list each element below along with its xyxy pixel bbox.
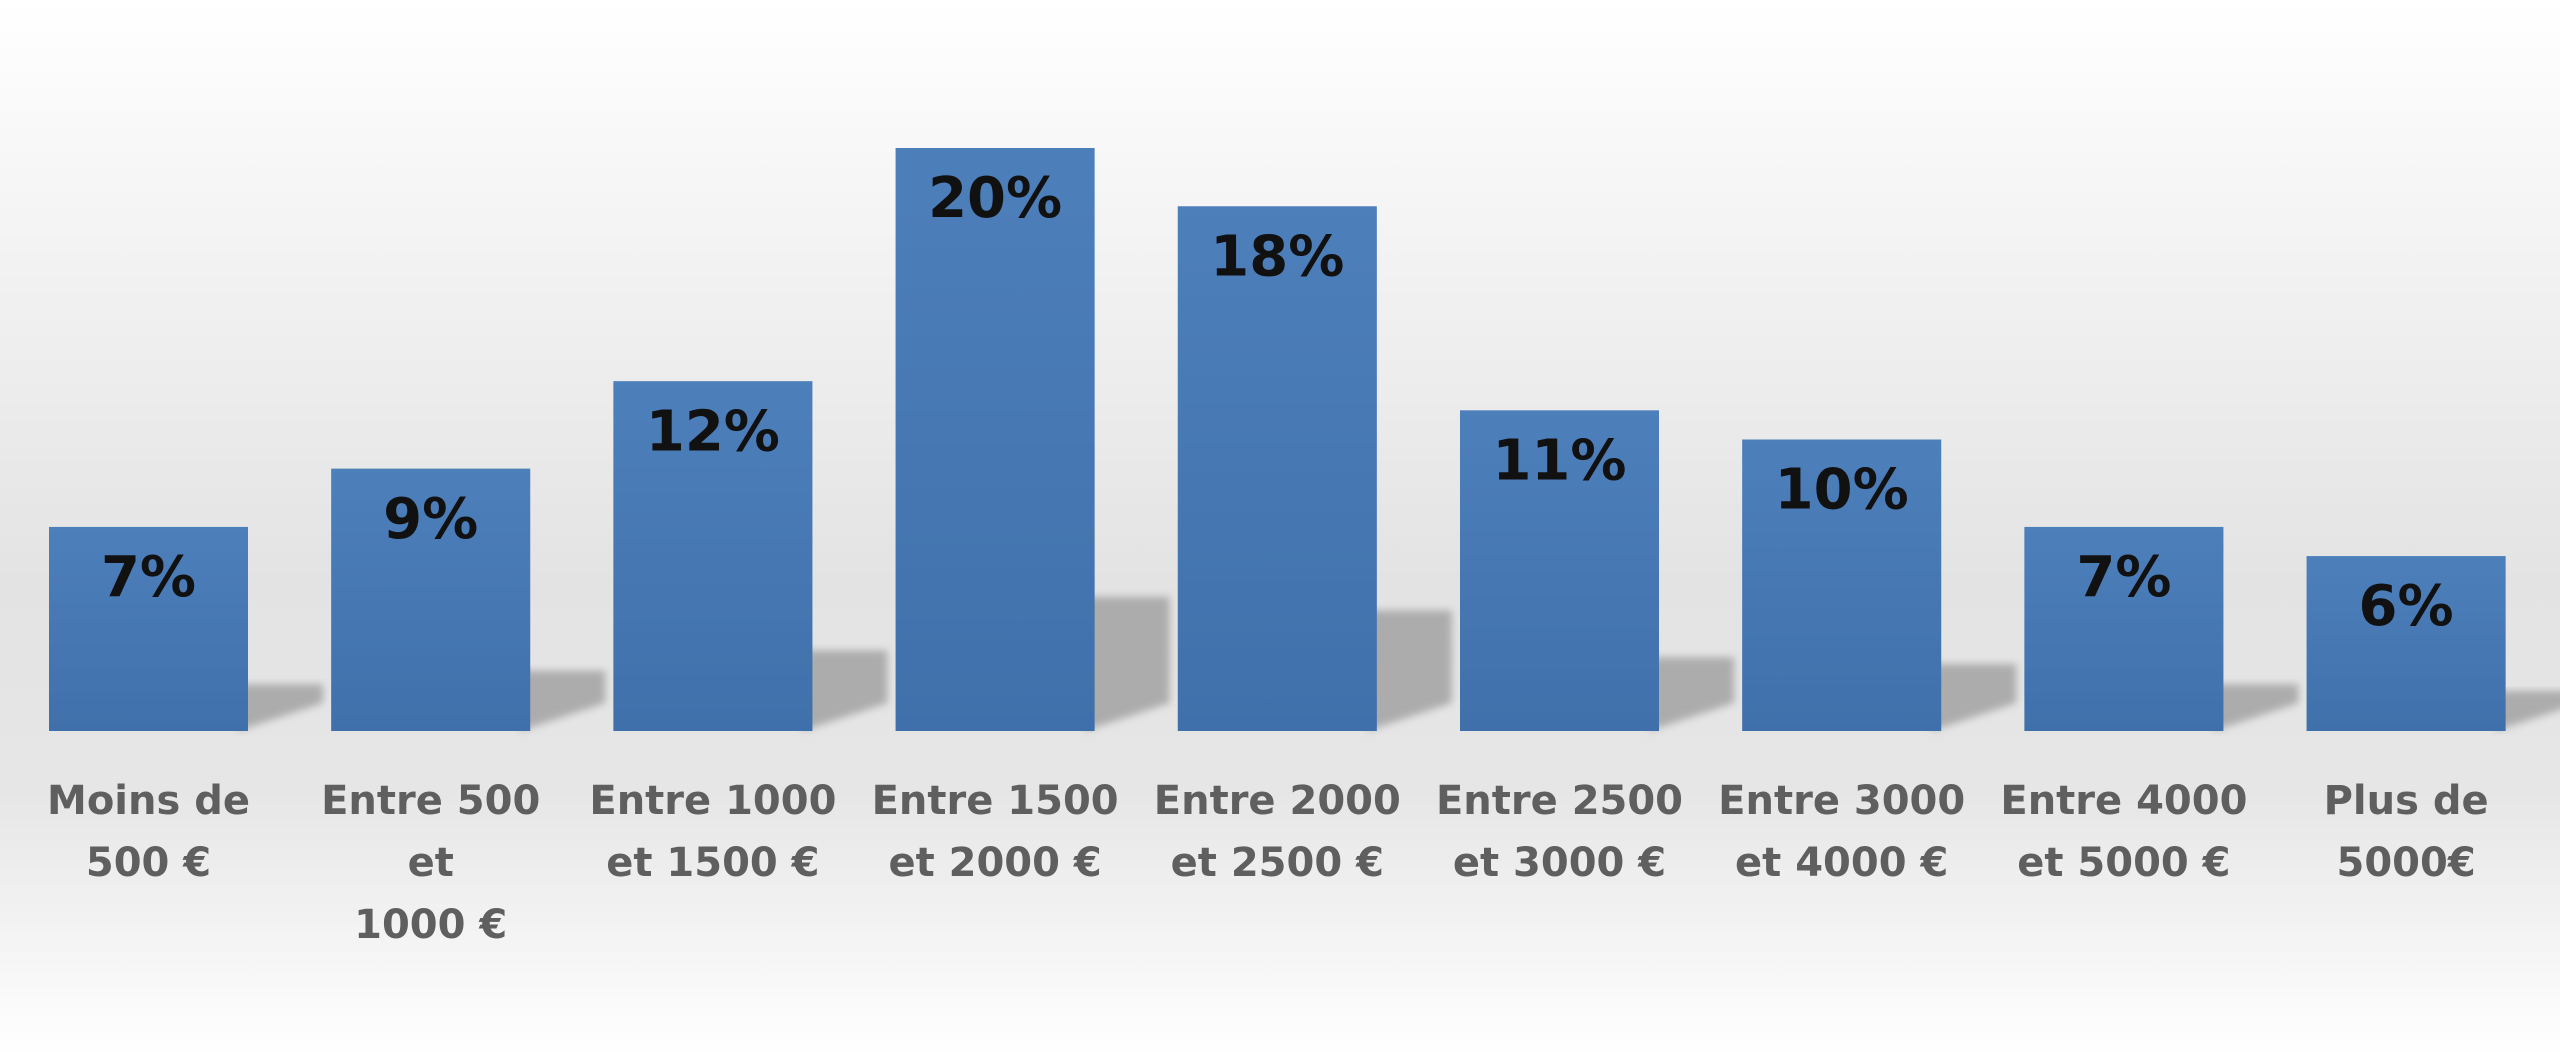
- bar-tint: [1742, 439, 1942, 731]
- value-label: 12%: [646, 399, 780, 464]
- bar: [2024, 526, 2224, 731]
- bar-shadow: [1649, 657, 1734, 731]
- bar: [331, 468, 531, 731]
- x-tick-label: Plus de 5000€: [2323, 778, 2489, 886]
- bar-tint: [1460, 410, 1659, 731]
- bar: [1177, 206, 1377, 732]
- bar: [2306, 556, 2506, 731]
- bar-shadow: [238, 684, 323, 731]
- bar-shadow: [1084, 596, 1170, 731]
- bar-shadow: [1931, 663, 2017, 731]
- x-tick-label: Entre 2000 et 2500 €: [1153, 778, 1401, 886]
- x-tick-label: Entre 4000 et 5000 €: [2000, 778, 2248, 886]
- value-label: 18%: [1210, 224, 1344, 289]
- bar-shadow: [2213, 684, 2299, 731]
- bar-tint: [49, 526, 248, 731]
- x-tick-label: Entre 1500 et 2000 €: [871, 778, 1119, 886]
- value-label: 7%: [2076, 545, 2171, 610]
- value-label: 6%: [2359, 574, 2454, 639]
- value-label: 11%: [1492, 428, 1626, 493]
- value-label: 9%: [383, 487, 478, 552]
- bar-tint: [2306, 556, 2506, 731]
- value-label: 20%: [928, 166, 1062, 231]
- bar-shadow: [520, 670, 606, 731]
- bar-shadow: [1366, 610, 1452, 731]
- x-tick-label: Entre 3000 et 4000 €: [1718, 778, 1966, 886]
- bar-tint: [331, 468, 531, 731]
- x-tick-label: Entre 1000 et 1500 €: [589, 778, 837, 886]
- bar-shadow: [2495, 690, 2560, 731]
- bar: [1460, 410, 1659, 731]
- bar-tint: [1177, 206, 1377, 732]
- bar-tint: [613, 381, 813, 731]
- x-tick-label: Entre 2500 et 3000 €: [1435, 778, 1684, 886]
- bar-shadow: [802, 650, 888, 731]
- bar: [613, 381, 813, 731]
- bar-tint: [2024, 526, 2224, 731]
- value-label: 10%: [1775, 458, 1909, 523]
- value-label: 7%: [101, 545, 196, 610]
- x-tick-label: Entre 500 et 1000 €: [321, 778, 541, 948]
- bar: [895, 148, 1095, 731]
- bar-tint: [895, 148, 1095, 731]
- bar: [49, 526, 248, 731]
- x-tick-label: Moins de 500 €: [47, 778, 250, 886]
- bar: [1742, 439, 1942, 731]
